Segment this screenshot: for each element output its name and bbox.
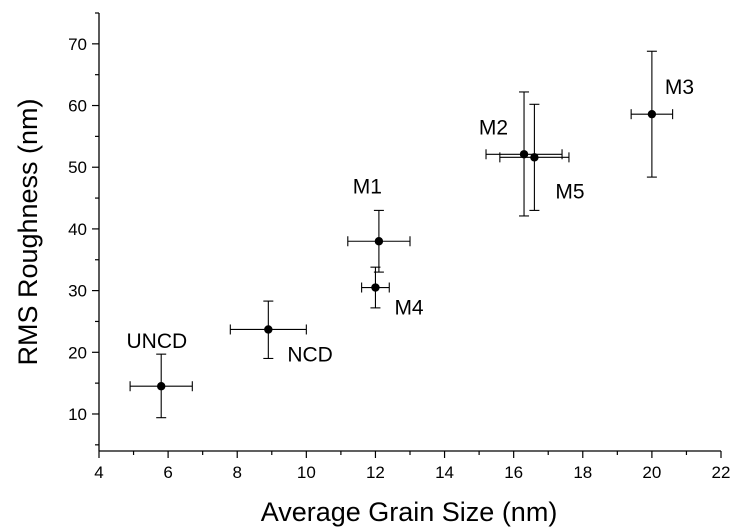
data-point	[519, 150, 529, 159]
point-label: M2	[479, 116, 508, 139]
point-label: M5	[555, 180, 584, 203]
y-axis-title: RMS Roughness (nm)	[13, 98, 43, 365]
data-point-group: M4	[361, 266, 424, 320]
data-point-group: M2	[479, 91, 563, 217]
x-tick-label: 14	[435, 463, 454, 482]
x-tick-label: 22	[712, 463, 731, 482]
x-tick-label: 12	[366, 463, 385, 482]
y-tick-label: 60	[68, 97, 87, 116]
data-point	[374, 237, 384, 246]
data-point	[157, 382, 166, 391]
x-tick-label: 6	[163, 463, 172, 482]
point-label: M3	[665, 76, 694, 99]
data-point-group: M5	[499, 103, 585, 211]
x-tick-label: 20	[642, 463, 661, 482]
point-label: UNCD	[127, 330, 188, 353]
axes: 4 6 8 10 12 14 16 18 20 22 10 20 30 40 50 60 70	[68, 12, 731, 482]
data-point-group: M1	[347, 175, 411, 273]
point-label: M1	[353, 175, 382, 198]
x-tick-label: 8	[232, 463, 241, 482]
y-tick-label: 50	[68, 158, 87, 177]
point-label: NCD	[287, 343, 333, 366]
data-point	[530, 153, 539, 162]
data-point	[647, 109, 657, 119]
y-tick-label: 10	[68, 405, 87, 424]
data-point-group: UNCD	[127, 330, 193, 419]
x-tick-label: 4	[94, 463, 103, 482]
y-tick-label: 20	[68, 343, 87, 362]
data-marks: UNCD NCD M1 M4 M2 M5 M3	[127, 50, 694, 419]
x-tick-label: 18	[573, 463, 592, 482]
x-tick-label: 10	[297, 463, 316, 482]
x-axis-title: Average Grain Size (nm)	[261, 497, 558, 527]
point-label: M4	[394, 297, 423, 320]
x-tick-label: 16	[504, 463, 523, 482]
y-tick-label: 70	[68, 35, 87, 54]
data-point	[264, 325, 273, 334]
data-point	[371, 283, 380, 292]
data-point-group: NCD	[229, 300, 333, 366]
y-tick-label: 40	[68, 220, 87, 239]
data-point-group: M3	[630, 50, 694, 178]
y-tick-label: 30	[68, 282, 87, 301]
